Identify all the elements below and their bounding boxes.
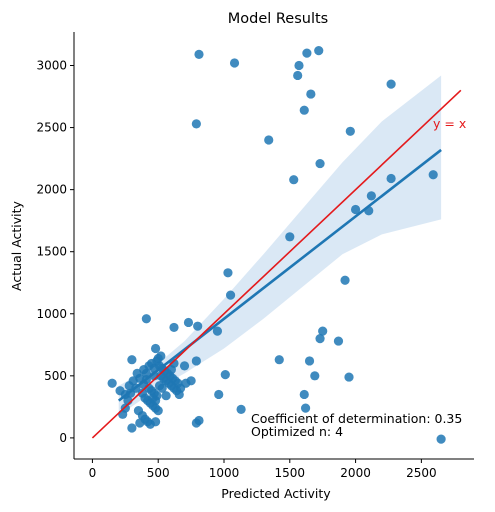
data-point [293, 70, 303, 81]
data-point [294, 60, 304, 71]
data-point [274, 355, 284, 365]
x-tick-label: 1500 [275, 466, 306, 480]
data-point [135, 418, 145, 428]
data-point [304, 356, 315, 366]
data-point [428, 170, 438, 180]
identity-line-label: y = x [433, 116, 466, 131]
y-tick-label: 1000 [36, 307, 67, 321]
data-point [302, 48, 312, 58]
x-ticks: 0 500 1000 1500 2000 2500 [89, 459, 437, 480]
y-tick-label: 1500 [36, 245, 67, 259]
lines-layer [91, 89, 462, 439]
data-point [299, 389, 309, 400]
data-point [350, 204, 361, 215]
data-point [386, 79, 396, 89]
data-point [345, 126, 355, 136]
data-point [315, 158, 325, 169]
data-point [127, 423, 137, 433]
y-tick-label: 2500 [36, 121, 67, 135]
data-point [344, 372, 354, 382]
data-point [289, 175, 299, 185]
data-point [220, 369, 230, 380]
data-point [333, 336, 344, 346]
data-point [310, 371, 320, 381]
data-point [314, 46, 324, 56]
data-point [366, 191, 376, 201]
x-axis-label: Predicted Activity [221, 486, 331, 501]
annotation-n: Optimized n: 4 [251, 424, 343, 439]
annotation-r2: Coefficient of determination: 0.35 [251, 411, 462, 426]
data-point [194, 49, 204, 59]
data-point [300, 403, 311, 413]
data-point [157, 383, 167, 393]
data-point [285, 232, 295, 242]
data-point [340, 275, 350, 285]
data-point [150, 417, 161, 427]
data-point [153, 353, 163, 364]
identity-line [91, 89, 462, 439]
data-point [179, 361, 190, 371]
data-point [225, 290, 236, 300]
regression-line [117, 148, 442, 402]
data-point [214, 389, 224, 400]
data-point [161, 391, 171, 401]
data-point [212, 326, 223, 336]
data-point [318, 326, 328, 336]
confidence-band-layer [118, 75, 442, 416]
data-point [153, 405, 163, 416]
confidence-band [118, 75, 442, 416]
data-point [169, 322, 179, 333]
data-point [236, 404, 246, 414]
data-point [315, 333, 325, 344]
data-point [386, 173, 396, 184]
data-point [229, 58, 240, 68]
data-point [223, 268, 233, 278]
x-tick-label: 500 [147, 466, 170, 480]
data-point [191, 119, 201, 129]
data-point [150, 343, 161, 354]
data-point [264, 135, 274, 145]
data-point [120, 403, 130, 413]
x-tick-label: 2500 [406, 466, 437, 480]
data-point [141, 314, 151, 324]
data-point [169, 358, 179, 369]
data-point [127, 355, 137, 365]
data-point [107, 378, 117, 388]
data-point [193, 321, 203, 331]
data-point [436, 434, 446, 444]
plot-area [91, 46, 462, 444]
data-point [183, 317, 194, 328]
data-point [191, 356, 201, 366]
x-tick-label: 2000 [340, 466, 371, 480]
y-ticks: 0 500 1000 1500 2000 2500 3000 [36, 59, 74, 445]
chart-title: Model Results [228, 11, 329, 27]
y-tick-label: 0 [59, 431, 67, 445]
y-tick-label: 500 [44, 369, 67, 383]
axes: 0 500 1000 1500 2000 2500 0 500 1000 1500 2000 250… [36, 32, 474, 480]
data-point [306, 89, 316, 99]
x-tick-label: 0 [89, 466, 97, 480]
data-point [191, 418, 201, 428]
y-tick-label: 2000 [36, 183, 67, 197]
data-point [150, 396, 161, 406]
points-layer [107, 46, 446, 444]
x-tick-label: 1000 [209, 466, 240, 480]
y-tick-label: 3000 [36, 59, 67, 73]
y-axis-label: Actual Activity [9, 200, 24, 290]
data-point [174, 389, 184, 400]
data-point [299, 105, 309, 115]
